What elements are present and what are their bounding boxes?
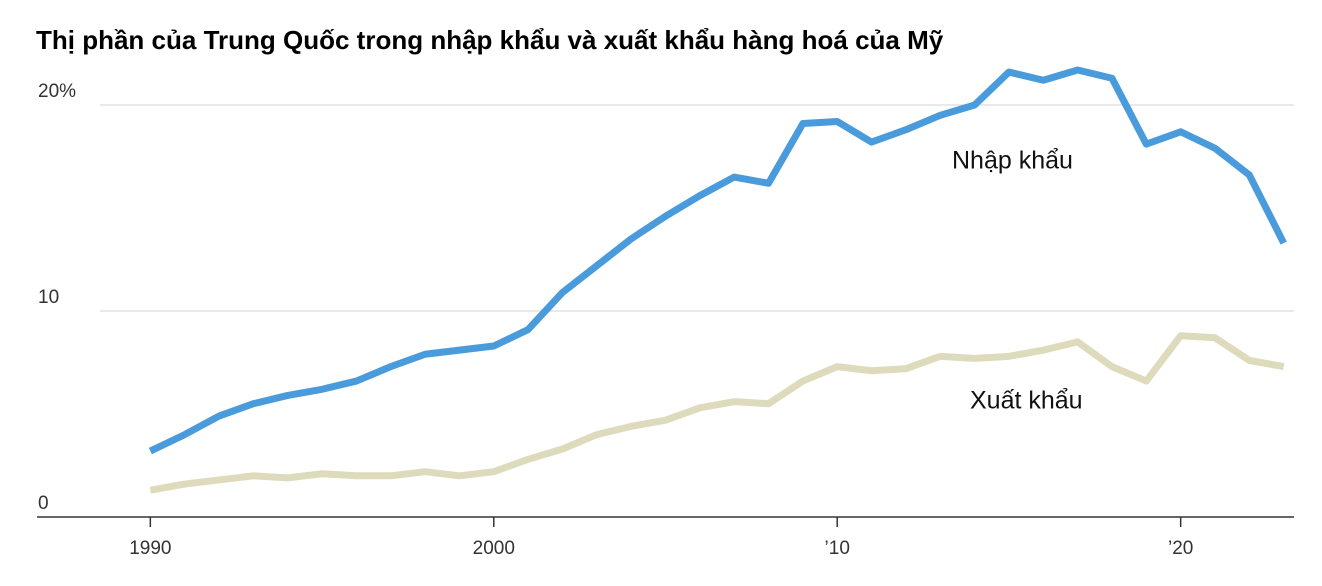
series-line	[148, 66, 1287, 455]
y-tick-label: 0	[38, 493, 49, 514]
series-label: Nhập khẩu	[952, 147, 1073, 175]
chart-title: Thị phần của Trung Quốc trong nhập khẩu …	[36, 25, 944, 55]
series-line	[149, 332, 1285, 494]
x-tick-label: 2000	[473, 538, 515, 559]
x-tick-label: ’20	[1168, 538, 1193, 559]
series-label: Xuất khẩu	[970, 387, 1083, 415]
x-tick-label: 1990	[129, 538, 171, 559]
x-tick-label: ’10	[825, 538, 850, 559]
y-tick-label: 10	[38, 287, 59, 308]
y-tick-label: 20%	[38, 81, 76, 102]
